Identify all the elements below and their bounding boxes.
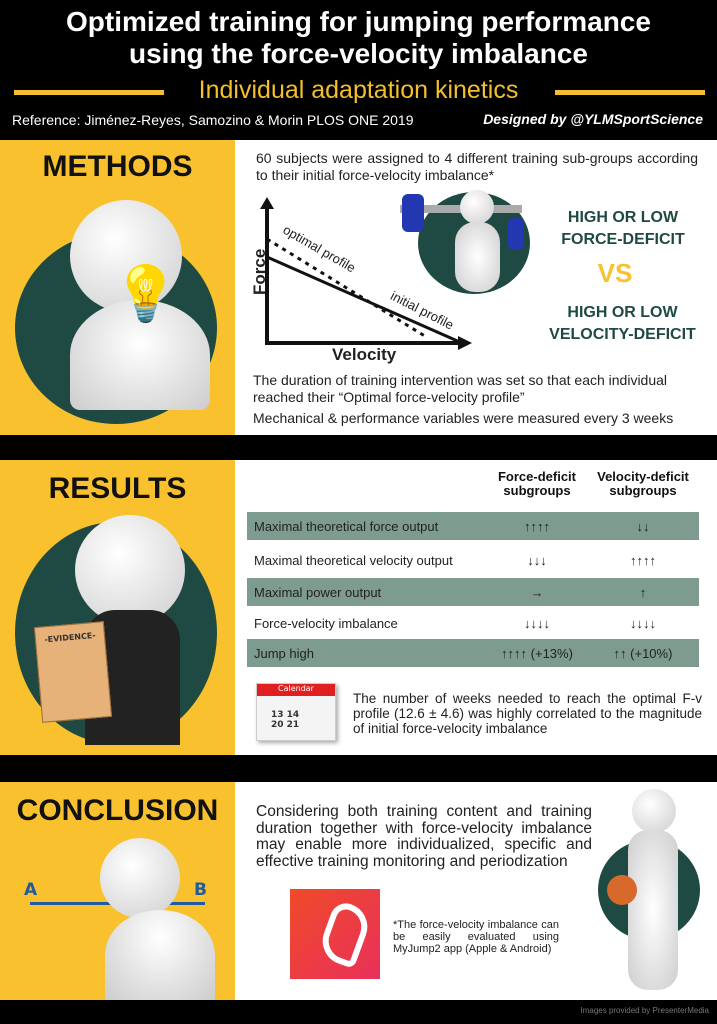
velocity-deficit-label: HIGH OR LOW VELOCITY-DEFICIT [530, 302, 715, 346]
weight-plate-icon [508, 218, 524, 250]
x-arrow-icon [458, 336, 472, 350]
point-b-label: B [194, 880, 207, 900]
deficit-label-line: HIGH OR LOW [567, 209, 679, 226]
table-row: Force-velocity imbalance ↓↓↓↓ ↓↓↓↓ [247, 609, 699, 637]
x-axis-label: Velocity [332, 345, 397, 364]
deficit-label-line: FORCE-DEFICIT [561, 231, 685, 248]
title-line-1: Optimized training for jumping performan… [66, 6, 651, 37]
force-value: ↓↓↓↓ [524, 615, 550, 631]
weightlifter-figure-icon [460, 190, 494, 224]
basketball-figure-icon [632, 789, 676, 833]
basketball-icon [607, 875, 637, 905]
vs-label: VS [597, 258, 633, 288]
table-row: Maximal power output → ↑ [247, 578, 699, 606]
initial-profile-line [266, 255, 463, 345]
app-note: *The force-velocity imbalance can be eas… [393, 919, 559, 955]
measured-text: Mechanical & performance variables were … [253, 410, 674, 426]
page-title: Optimized training for jumping performan… [0, 6, 717, 70]
title-line-2: using the force-velocity imbalance [128, 38, 589, 69]
calendar-days: 13 14 20 21 [271, 710, 300, 730]
row-label: Maximal theoretical force output [254, 518, 439, 534]
calendar-icon: Calendar 13 14 20 21 [256, 683, 336, 741]
velocity-value: ↓↓↓↓ [630, 615, 656, 631]
y-arrow-icon [260, 197, 274, 209]
column-header-force: Force-deficit subgroups [497, 469, 576, 498]
velocity-value: ↑↑↑↑ [630, 552, 656, 568]
figure-head-icon [100, 838, 180, 918]
weightlifter-body-icon [455, 222, 500, 292]
figure-body-icon [105, 910, 215, 1000]
methods-title: METHODS [42, 150, 193, 183]
weight-plate-icon [402, 194, 424, 232]
table-row: Maximal theoretical velocity output ↓↓↓ ↑↑… [247, 546, 699, 574]
y-axis-label: Force [250, 248, 269, 295]
myjump2-app-icon[interactable] [290, 889, 380, 979]
subtitle: Individual adaptation kinetics [198, 76, 519, 104]
deficit-label-line: HIGH OR LOW [567, 304, 678, 321]
optimal-profile-line [266, 237, 429, 340]
row-label: Maximal power output [254, 584, 382, 600]
calendar-label: Calendar [257, 684, 335, 696]
row-label: Maximal theoretical velocity output [254, 552, 453, 568]
table-row: Maximal theoretical force output ↑↑↑↑ ↓↓ [247, 512, 699, 540]
velocity-value: ↑ [639, 584, 647, 600]
shoe-icon [315, 898, 375, 970]
figure-head-icon [70, 200, 182, 312]
weeks-text: The number of weeks needed to reach the … [353, 691, 702, 736]
evidence-document-icon: -EVIDENCE- [33, 621, 113, 723]
velocity-value: ↓↓ [636, 518, 650, 534]
force-value: ↑↑↑↑ (+13%) [501, 645, 573, 661]
force-velocity-graph [260, 197, 472, 350]
graph-axes [265, 203, 465, 345]
divider [555, 90, 705, 95]
divider [14, 90, 164, 95]
figure-body-icon [70, 300, 210, 410]
row-label: Jump high [254, 645, 314, 661]
conclusion-text: Considering both training content and tr… [256, 803, 592, 870]
duration-text: The duration of training intervention wa… [253, 372, 668, 405]
row-label: Force-velocity imbalance [254, 615, 398, 631]
conclusion-title: CONCLUSION [16, 794, 219, 827]
image-credit: Images provided by PresenterMedia [580, 1006, 709, 1015]
force-value: ↓↓↓ [527, 552, 547, 568]
methods-intro: 60 subjects were assigned to 4 different… [256, 150, 698, 183]
lightbulb-icon: 💡 [112, 262, 180, 325]
reference: Reference: Jiménez-Reyes, Samozino & Mor… [12, 112, 414, 128]
velocity-value: ↑↑ (+10%) [613, 645, 673, 661]
deficit-label-line: VELOCITY-DEFICIT [549, 326, 696, 343]
table-row: Jump high ↑↑↑↑ (+13%) ↑↑ (+10%) [247, 639, 699, 667]
force-deficit-label: HIGH OR LOW FORCE-DEFICIT [532, 207, 714, 251]
results-title: RESULTS [48, 472, 187, 505]
column-header-velocity: Velocity-deficit subgroups [597, 469, 689, 498]
figure-head-icon [75, 515, 185, 625]
force-value: ↑↑↑↑ [524, 518, 550, 534]
point-a-label: A [24, 880, 38, 900]
header: Optimized training for jumping performan… [0, 0, 717, 140]
evidence-label: -EVIDENCE- [43, 630, 96, 645]
force-value: → [530, 584, 544, 600]
basketball-figure-body-icon [628, 830, 678, 990]
designed-by: Designed by @YLMSportScience [483, 111, 703, 127]
